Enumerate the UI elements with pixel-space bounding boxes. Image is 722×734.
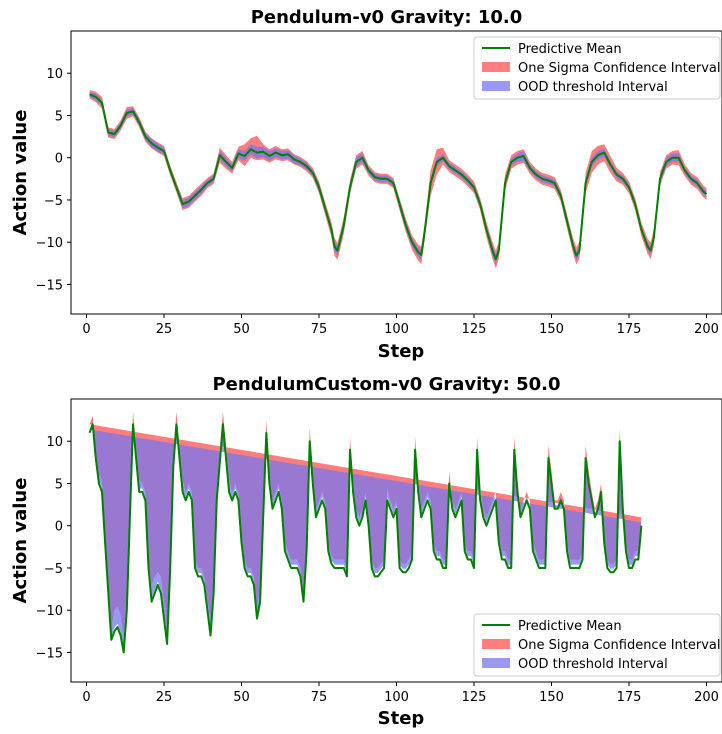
x-tick-label: 125 — [462, 322, 487, 337]
x-tick-label: 200 — [694, 322, 719, 337]
x-axis-label: Step — [378, 708, 425, 729]
plot-area — [88, 411, 643, 654]
x-tick-label: 150 — [539, 690, 564, 705]
legend-label: Predictive Mean — [518, 42, 622, 57]
ood-threshold-band — [89, 91, 707, 265]
x-tick-label: 175 — [617, 690, 642, 705]
legend-label: One Sigma Confidence Interval — [518, 61, 721, 76]
legend-sigma-swatch — [482, 62, 510, 72]
y-tick-label: −10 — [36, 236, 63, 251]
x-tick-label: 100 — [384, 322, 409, 337]
legend-label: OOD threshold Interval — [518, 80, 668, 95]
plot-area — [89, 90, 708, 269]
y-tick-label: 10 — [46, 67, 63, 82]
x-tick-label: 50 — [233, 690, 250, 705]
chart-panel-1: Pendulum-v0 Gravity: 10.00 25 50 75 100 125 15… — [10, 7, 722, 362]
y-tick-label: 0 — [55, 152, 63, 167]
sigma-confidence-band — [89, 90, 707, 269]
x-tick-label: 25 — [156, 322, 173, 337]
x-tick-label: 75 — [311, 690, 328, 705]
predictive-mean-line — [88, 423, 643, 654]
y-tick-label: 5 — [55, 109, 63, 124]
y-axis-label: Action value — [10, 478, 31, 604]
predictive-mean-line — [89, 93, 708, 261]
y-tick-label: −5 — [44, 194, 63, 209]
x-tick-label: 25 — [156, 690, 173, 705]
x-axis-label: Step — [378, 341, 425, 362]
legend-ood-swatch — [482, 81, 510, 91]
legend-box — [473, 613, 721, 677]
x-tick-label: 50 — [233, 322, 250, 337]
legend-sigma-swatch — [482, 639, 510, 649]
x-tick-label: 0 — [82, 690, 90, 705]
legend-label: Predictive Mean — [518, 619, 622, 634]
y-tick-label: −10 — [36, 604, 63, 619]
x-tick-label: 0 — [82, 322, 90, 337]
y-tick-label: −5 — [44, 562, 63, 577]
y-tick-label: −15 — [36, 278, 63, 293]
x-tick-label: 125 — [462, 690, 487, 705]
y-axis-label: Action value — [10, 110, 31, 236]
ood-threshold-band — [89, 421, 642, 650]
x-tick-label: 75 — [311, 322, 328, 337]
x-tick-label: 200 — [694, 690, 719, 705]
y-tick-label: −15 — [36, 646, 63, 661]
legend-box — [473, 36, 721, 100]
legend: Predictive Mean One Sigma Confidence Inte… — [473, 613, 721, 677]
legend-label: One Sigma Confidence Interval — [518, 638, 721, 653]
y-tick-label: 0 — [55, 520, 63, 535]
y-tick-label: 10 — [46, 435, 63, 450]
y-tick-label: 5 — [55, 477, 63, 492]
chart-title: PendulumCustom-v0 Gravity: 50.0 — [212, 374, 560, 395]
chart-panel-2: PendulumCustom-v0 Gravity: 50.00 25 50 75 10… — [10, 374, 722, 729]
x-tick-label: 175 — [617, 322, 642, 337]
x-tick-label: 100 — [384, 690, 409, 705]
legend-ood-swatch — [482, 658, 510, 668]
legend-label: OOD threshold Interval — [518, 657, 668, 672]
chart-title: Pendulum-v0 Gravity: 10.0 — [251, 7, 523, 28]
legend: Predictive Mean One Sigma Confidence Inte… — [473, 36, 721, 100]
x-tick-label: 150 — [539, 322, 564, 337]
